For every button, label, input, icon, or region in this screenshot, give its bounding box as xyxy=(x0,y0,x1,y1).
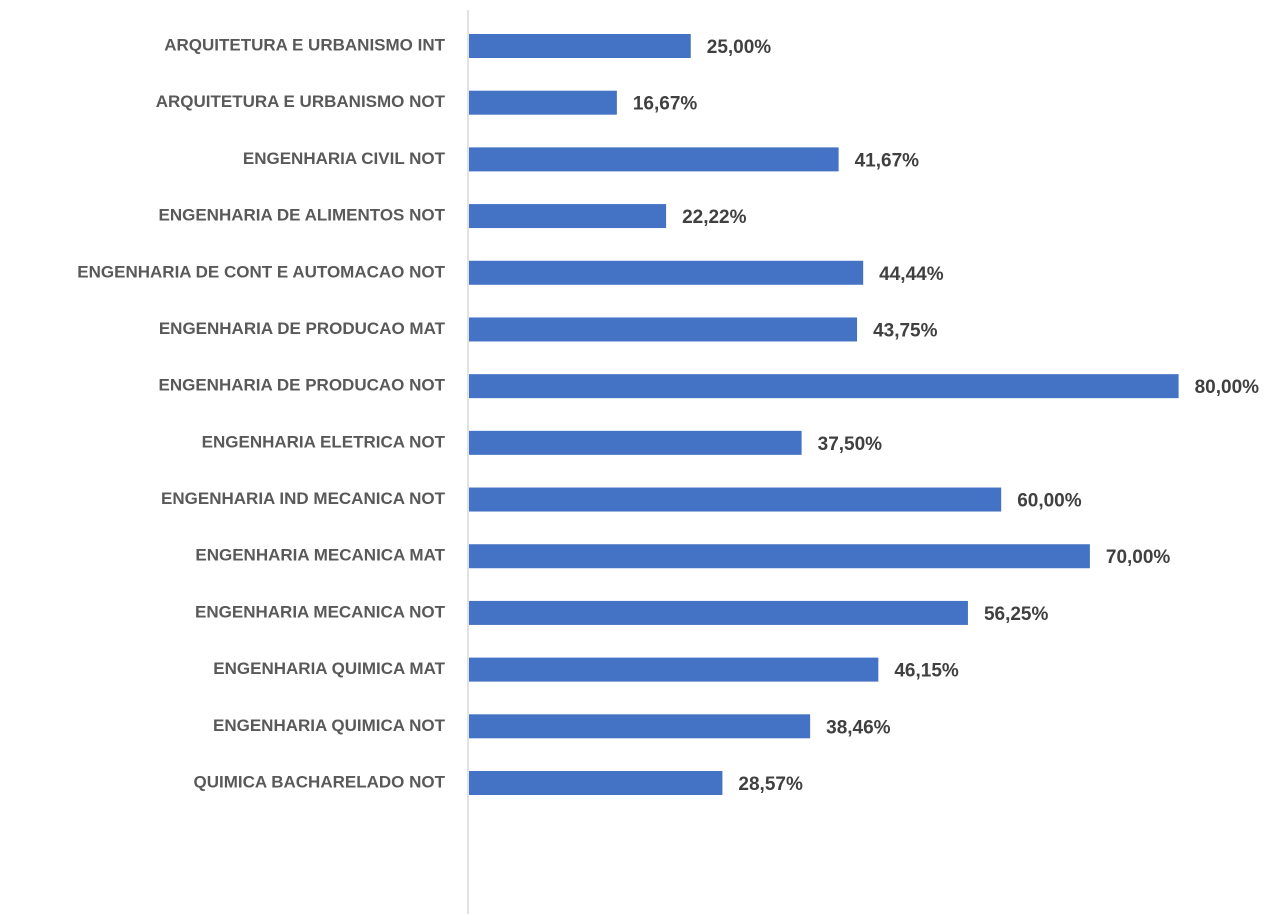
bar xyxy=(469,374,1179,399)
value-label: 43,75% xyxy=(873,320,938,341)
bar xyxy=(469,147,839,172)
value-label: 70,00% xyxy=(1106,547,1171,568)
category-label: ENGENHARIA DE ALIMENTOS NOT xyxy=(159,206,446,225)
category-label: ENGENHARIA QUIMICA NOT xyxy=(213,716,446,735)
bar xyxy=(469,487,1002,512)
category-label: QUIMICA BACHARELADO NOT xyxy=(193,772,445,791)
category-label: ENGENHARIA MECANICA NOT xyxy=(195,602,446,621)
bar xyxy=(469,34,691,58)
bar xyxy=(469,90,617,115)
value-label: 38,46% xyxy=(826,717,891,738)
category-label: ENGENHARIA MECANICA MAT xyxy=(195,546,445,565)
category-label: ARQUITETURA E URBANISMO NOT xyxy=(156,92,446,111)
bar xyxy=(469,714,811,739)
value-label: 25,00% xyxy=(707,37,772,58)
bar xyxy=(469,657,879,682)
bar xyxy=(469,771,723,795)
bar xyxy=(469,204,667,229)
category-label: ENGENHARIA QUIMICA MAT xyxy=(213,659,445,678)
bar xyxy=(469,260,864,285)
category-label: ENGENHARIA DE CONT E AUTOMACAO NOT xyxy=(77,262,445,281)
value-label: 28,57% xyxy=(738,774,803,795)
category-label: ENGENHARIA DE PRODUCAO NOT xyxy=(159,376,446,395)
value-label: 46,15% xyxy=(894,661,959,682)
category-label: ENGENHARIA ELETRICA NOT xyxy=(202,432,446,451)
category-label: ARQUITETURA E URBANISMO INT xyxy=(164,35,445,54)
value-label: 16,67% xyxy=(633,94,698,115)
category-label: ENGENHARIA CIVIL NOT xyxy=(243,149,446,168)
value-label: 60,00% xyxy=(1017,491,1082,512)
value-label: 41,67% xyxy=(855,150,920,171)
value-label: 80,00% xyxy=(1195,377,1260,398)
value-label: 56,25% xyxy=(984,604,1049,625)
category-label: ENGENHARIA DE PRODUCAO MAT xyxy=(159,319,446,338)
value-label: 22,22% xyxy=(682,207,747,228)
bar xyxy=(469,430,802,455)
value-label: 44,44% xyxy=(879,264,944,285)
value-label: 37,50% xyxy=(818,434,883,455)
category-label: ENGENHARIA IND MECANICA NOT xyxy=(161,489,446,508)
bar xyxy=(469,317,858,342)
bar xyxy=(469,600,968,625)
bar xyxy=(469,544,1090,569)
